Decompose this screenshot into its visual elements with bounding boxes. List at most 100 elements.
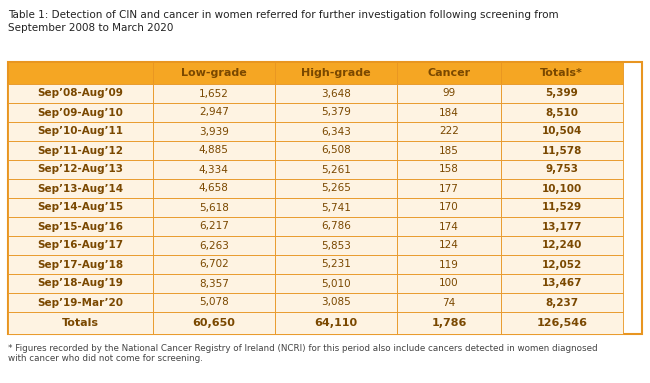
Bar [500, 103, 623, 122]
Text: 5,010: 5,010 [321, 278, 351, 288]
Bar [500, 198, 623, 217]
Text: Sep’08-Aug’09: Sep’08-Aug’09 [37, 88, 124, 98]
Bar [397, 141, 500, 160]
Bar [8, 141, 153, 160]
Bar [500, 236, 623, 255]
Bar [153, 274, 275, 293]
Text: 5,265: 5,265 [321, 183, 351, 193]
Text: 5,741: 5,741 [321, 203, 351, 213]
Bar [397, 312, 500, 334]
Text: 8,237: 8,237 [545, 298, 578, 308]
Bar [153, 179, 275, 198]
Bar [8, 312, 153, 334]
Text: 185: 185 [439, 146, 459, 155]
Text: 5,379: 5,379 [321, 108, 351, 118]
Bar [500, 122, 623, 141]
Bar [397, 236, 500, 255]
Bar [153, 141, 275, 160]
Bar [153, 198, 275, 217]
Text: Sep’19-Mar’20: Sep’19-Mar’20 [37, 298, 124, 308]
Text: Table 1: Detection of CIN and cancer in women referred for further investigation: Table 1: Detection of CIN and cancer in … [8, 10, 558, 20]
Text: 8,510: 8,510 [545, 108, 578, 118]
Text: Sep’12-Aug’13: Sep’12-Aug’13 [37, 165, 124, 175]
Text: 5,399: 5,399 [545, 88, 578, 98]
Text: Totals*: Totals* [540, 68, 583, 78]
Text: 9,753: 9,753 [545, 165, 578, 175]
Text: 6,343: 6,343 [321, 126, 351, 136]
Text: 4,658: 4,658 [199, 183, 229, 193]
Bar [500, 141, 623, 160]
Bar [8, 84, 153, 103]
Bar [153, 160, 275, 179]
Bar [397, 160, 500, 179]
Bar [500, 84, 623, 103]
Bar [8, 274, 153, 293]
Text: 11,578: 11,578 [541, 146, 582, 155]
Text: 119: 119 [439, 260, 459, 270]
Text: Sep’14-Aug’15: Sep’14-Aug’15 [37, 203, 124, 213]
Bar [275, 122, 397, 141]
Bar [275, 62, 397, 84]
Text: 177: 177 [439, 183, 459, 193]
Text: * Figures recorded by the National Cancer Registry of Ireland (NCRI) for this pe: * Figures recorded by the National Cance… [8, 344, 597, 363]
Bar [397, 198, 500, 217]
Text: 1,652: 1,652 [199, 88, 229, 98]
Text: 6,508: 6,508 [321, 146, 351, 155]
Bar [275, 293, 397, 312]
Text: 4,334: 4,334 [199, 165, 229, 175]
Text: Sep’15-Aug’16: Sep’15-Aug’16 [37, 221, 124, 231]
Bar [275, 274, 397, 293]
Text: 3,085: 3,085 [321, 298, 351, 308]
Bar [275, 141, 397, 160]
Bar [275, 160, 397, 179]
Bar [275, 84, 397, 103]
Bar [275, 217, 397, 236]
Bar [153, 293, 275, 312]
Text: 5,078: 5,078 [199, 298, 229, 308]
Text: Totals: Totals [62, 318, 99, 328]
Text: Sep’17-Aug’18: Sep’17-Aug’18 [37, 260, 124, 270]
Bar [397, 217, 500, 236]
Text: 170: 170 [439, 203, 459, 213]
Bar [8, 198, 153, 217]
Bar [153, 255, 275, 274]
Bar [275, 198, 397, 217]
Text: 12,052: 12,052 [541, 260, 582, 270]
Text: Sep’13-Aug’14: Sep’13-Aug’14 [37, 183, 124, 193]
Text: 99: 99 [442, 88, 456, 98]
Text: High-grade: High-grade [302, 68, 371, 78]
Bar [8, 103, 153, 122]
Text: 3,648: 3,648 [321, 88, 351, 98]
Text: 6,217: 6,217 [199, 221, 229, 231]
Bar [153, 236, 275, 255]
Bar [8, 160, 153, 179]
Text: 10,504: 10,504 [541, 126, 582, 136]
Bar [500, 160, 623, 179]
Text: 64,110: 64,110 [315, 318, 358, 328]
Bar [500, 179, 623, 198]
Text: Sep’10-Aug’11: Sep’10-Aug’11 [37, 126, 124, 136]
Text: Sep’11-Aug’12: Sep’11-Aug’12 [37, 146, 124, 155]
Bar [500, 62, 623, 84]
Text: Low-grade: Low-grade [181, 68, 246, 78]
Text: 4,885: 4,885 [199, 146, 229, 155]
Bar [397, 293, 500, 312]
Bar [397, 84, 500, 103]
Bar [397, 103, 500, 122]
Text: Sep’18-Aug’19: Sep’18-Aug’19 [37, 278, 124, 288]
Text: 158: 158 [439, 165, 459, 175]
Bar [8, 179, 153, 198]
Bar [153, 62, 275, 84]
Text: 3,939: 3,939 [199, 126, 229, 136]
Text: 10,100: 10,100 [541, 183, 582, 193]
Text: 6,702: 6,702 [199, 260, 229, 270]
Bar [500, 274, 623, 293]
Text: 6,786: 6,786 [321, 221, 351, 231]
Bar [397, 122, 500, 141]
Text: Cancer: Cancer [428, 68, 471, 78]
Bar [153, 312, 275, 334]
Text: 60,650: 60,650 [192, 318, 235, 328]
Text: 74: 74 [442, 298, 456, 308]
Text: September 2008 to March 2020: September 2008 to March 2020 [8, 23, 174, 33]
Bar [275, 236, 397, 255]
